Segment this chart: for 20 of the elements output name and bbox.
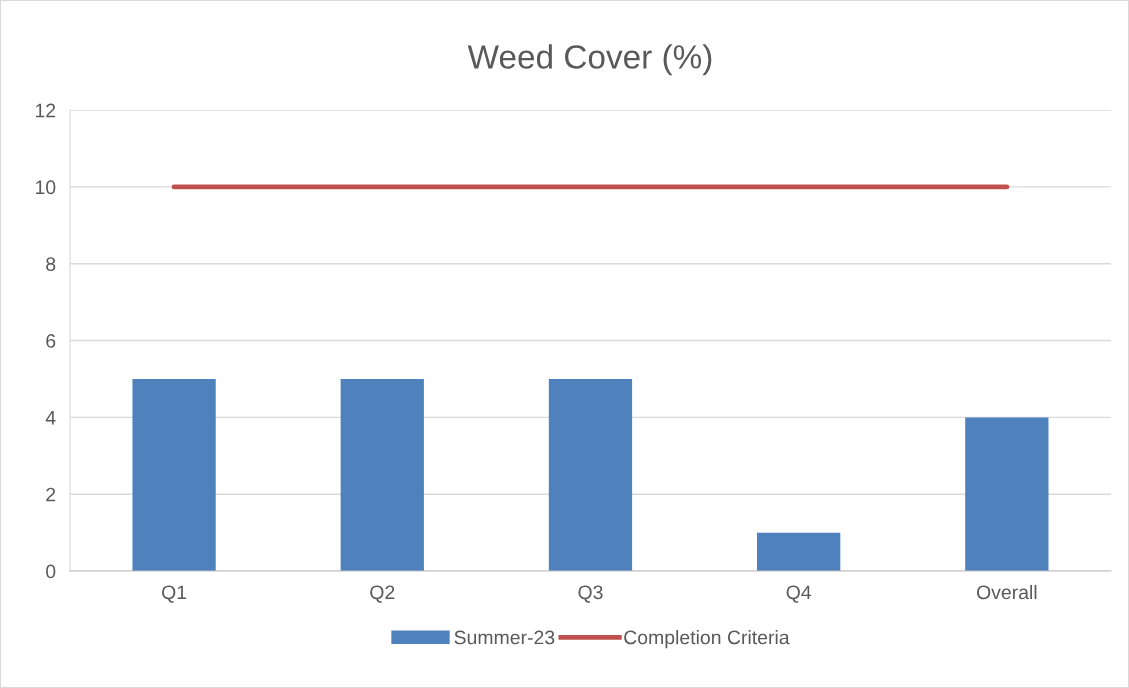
- bar: [548, 378, 633, 572]
- y-tick-label: 0: [46, 564, 56, 579]
- bar: [132, 378, 216, 572]
- legend-label: Summer-23: [454, 630, 555, 645]
- x-tick-label: Q1: [162, 585, 187, 603]
- x-tick-label: Overall: [976, 584, 1037, 600]
- x-tick-label: Q2: [370, 585, 395, 603]
- y-tick-label: 2: [46, 487, 56, 502]
- x-tick-label: Q4: [786, 585, 812, 603]
- y-tick-label: 4: [45, 411, 56, 425]
- y-tick-label: 12: [35, 103, 56, 118]
- bar: [965, 417, 1049, 572]
- y-tick-label: 8: [46, 257, 56, 271]
- bar: [757, 532, 841, 572]
- chart-title: Weed Cover (%): [467, 44, 712, 76]
- x-tick-label: Q3: [578, 585, 603, 603]
- y-tick-label: 10: [35, 180, 56, 195]
- bar: [340, 378, 424, 572]
- legend-label: Completion Criteria: [624, 630, 790, 649]
- y-tick-label: 6: [46, 334, 56, 348]
